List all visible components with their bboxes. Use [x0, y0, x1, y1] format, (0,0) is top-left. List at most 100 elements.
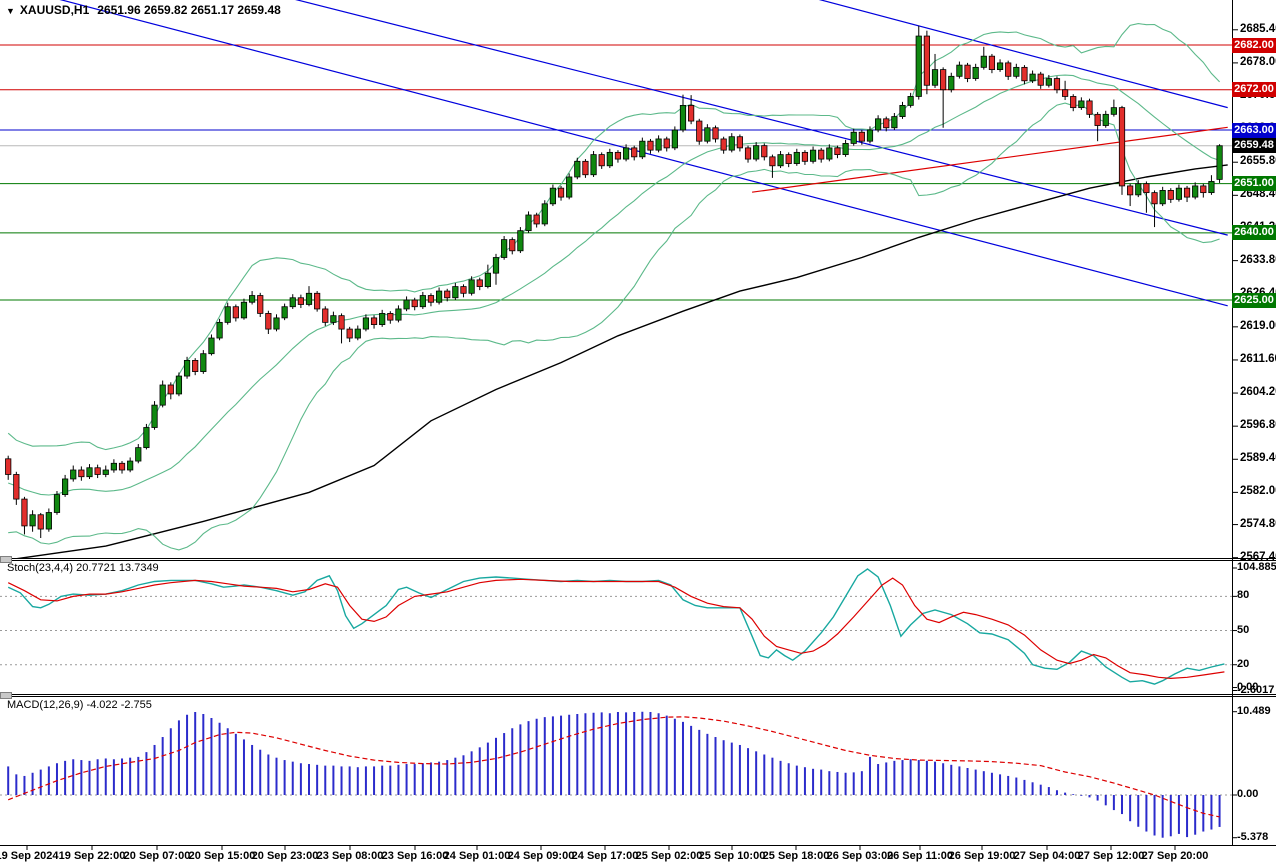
time-label[interactable]: 25 Sep 18:00: [762, 850, 830, 862]
time-label[interactable]: 27 Sep 12:00: [1077, 850, 1145, 862]
price-tick-label: 2648.40: [1240, 188, 1276, 201]
candle-down: [167, 384, 174, 395]
time-label[interactable]: 23 Sep 16:00: [381, 850, 449, 862]
candle-down: [476, 279, 483, 287]
time-label[interactable]: 20 Sep 07:00: [123, 850, 191, 862]
candle-down: [663, 138, 670, 149]
time-label[interactable]: 27 Sep 20:00: [1141, 850, 1209, 862]
candle-up: [216, 321, 223, 339]
candle-up: [850, 131, 857, 144]
macd-indicator-label: MACD(12,26,9) -4.022 -2.755: [7, 699, 152, 711]
price-tick-label: 2655.80: [1240, 155, 1276, 168]
candle-up: [931, 69, 939, 86]
ohlc-values: 2651.96 2659.82 2651.17 2659.48: [97, 3, 281, 17]
candle-up: [566, 176, 573, 198]
candle-down: [78, 469, 85, 478]
candle-down: [582, 160, 589, 176]
stoch-scale-label: -2.6017: [1237, 683, 1275, 696]
panel-resize-handle[interactable]: [0, 556, 12, 563]
price-level-badge: 2663.00: [1232, 122, 1276, 138]
bollinger-lower-band: [8, 102, 1220, 551]
candle-up: [1192, 185, 1199, 198]
panel-resize-handle[interactable]: [0, 692, 12, 699]
time-label[interactable]: 24 Sep 17:00: [571, 850, 639, 862]
time-label[interactable]: 25 Sep 10:00: [698, 850, 766, 862]
candle-up: [362, 317, 370, 330]
candle-down: [387, 313, 394, 321]
time-label[interactable]: 24 Sep 01:00: [443, 850, 511, 862]
candle-down: [1183, 187, 1191, 198]
candle-down: [631, 147, 638, 158]
candle-up: [330, 315, 337, 323]
stoch-scale-label: 0.00: [1237, 680, 1259, 693]
time-label[interactable]: 27 Sep 04:00: [1013, 850, 1081, 862]
time-label[interactable]: 19 Sep 22:00: [58, 850, 126, 862]
candle-up: [289, 297, 296, 308]
price-tick-label: 2574.80: [1240, 517, 1276, 530]
time-label[interactable]: 26 Sep 03:00: [826, 850, 894, 862]
candle-up: [70, 469, 77, 480]
candle-up: [826, 147, 833, 160]
candle-up: [200, 353, 207, 372]
candle-up: [248, 295, 256, 303]
candle-up: [549, 187, 557, 205]
stoch-main-line: [7, 568, 1225, 685]
candle-up: [1135, 183, 1142, 196]
candle-down: [297, 297, 304, 305]
candle-up: [574, 160, 581, 178]
time-label[interactable]: 26 Sep 11:00: [886, 850, 954, 862]
candle-down: [1094, 113, 1101, 126]
stochastic-panel[interactable]: [0, 568, 1232, 685]
candle-down: [118, 462, 126, 471]
price-tick-label: 2604.20: [1240, 386, 1276, 399]
candle-down: [761, 145, 768, 158]
candle-down: [192, 359, 199, 372]
candle-up: [175, 375, 183, 395]
time-label[interactable]: 26 Sep 19:00: [948, 850, 1016, 862]
stoch-scale-label: 80: [1237, 589, 1250, 602]
candle-down: [370, 317, 378, 326]
symbol-dropdown-icon[interactable]: ▼: [6, 6, 15, 16]
candle-up: [208, 337, 215, 355]
candle-down: [614, 151, 622, 160]
candle-down: [460, 286, 467, 294]
time-label[interactable]: 20 Sep 15:00: [188, 850, 256, 862]
candle-up: [655, 138, 662, 151]
price-chart-panel[interactable]: [0, 0, 1232, 560]
candle-up: [948, 75, 955, 91]
macd-histogram: [7, 711, 1221, 838]
candle-up: [395, 308, 402, 321]
time-label[interactable]: 24 Sep 09:00: [507, 850, 575, 862]
candle-up: [468, 279, 475, 294]
chart-symbol-header: ▼ XAUUSD,H1 2651.96 2659.82 2651.17 2659.4…: [6, 3, 281, 17]
macd-panel[interactable]: [0, 711, 1232, 838]
candle-up: [127, 460, 134, 471]
candle-down: [688, 104, 695, 122]
candle-down: [1053, 78, 1061, 91]
candle-down: [338, 315, 345, 330]
candle-down: [1037, 73, 1044, 86]
candle-down: [834, 147, 841, 156]
time-label[interactable]: 23 Sep 08:00: [316, 850, 384, 862]
price-tick-label: 2685.40: [1240, 22, 1276, 35]
candle-up: [1216, 145, 1223, 180]
time-label[interactable]: 25 Sep 02:00: [635, 850, 703, 862]
price-tick-label: 2678.00: [1240, 55, 1276, 68]
macd-scale-label: 10.489: [1237, 704, 1271, 717]
candle-up: [354, 328, 361, 339]
time-label[interactable]: 20 Sep 23:00: [251, 850, 319, 862]
candle-up: [273, 317, 280, 330]
price-level-badge: 2651.00: [1232, 176, 1276, 192]
candle-down: [346, 328, 353, 339]
candle-up: [891, 116, 898, 129]
price-tick-label: 2589.40: [1240, 452, 1276, 465]
candle-down: [785, 154, 792, 164]
candle-down: [696, 120, 703, 142]
candle-down: [37, 514, 44, 530]
stoch-scale-label: 20: [1237, 657, 1250, 670]
candle-up: [980, 55, 987, 68]
candle-down: [818, 149, 825, 160]
time-label[interactable]: 19 Sep 2024: [0, 850, 59, 862]
